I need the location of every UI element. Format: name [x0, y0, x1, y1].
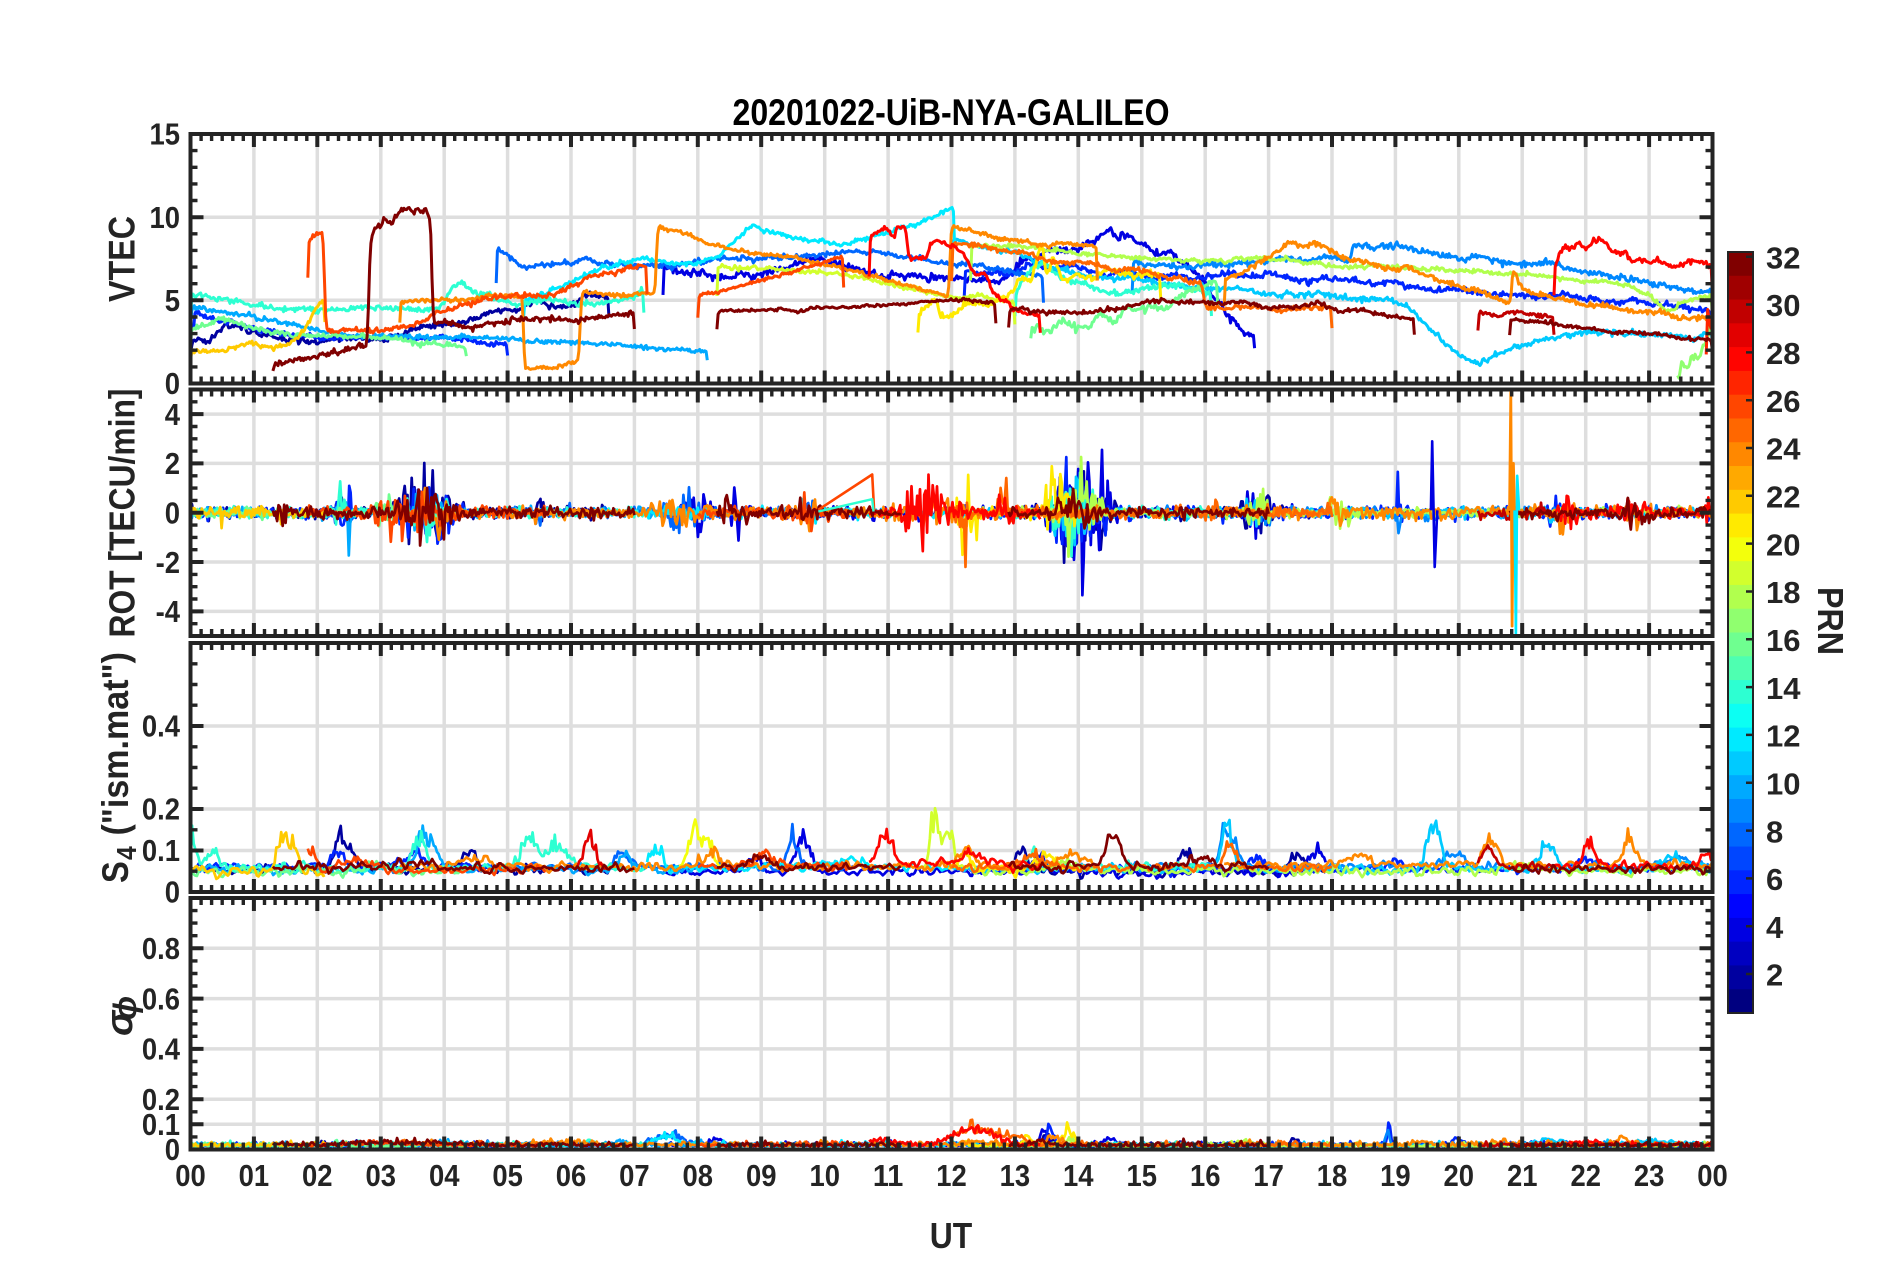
svg-text:4: 4 [111, 846, 142, 860]
svg-text:0.6: 0.6 [142, 981, 180, 1016]
svg-text:16: 16 [1190, 1158, 1221, 1193]
svg-text:20: 20 [1766, 527, 1800, 562]
svg-text:4: 4 [165, 397, 181, 432]
svg-text:14: 14 [1766, 671, 1801, 706]
svg-text:16: 16 [1766, 623, 1800, 658]
svg-text:32: 32 [1766, 240, 1800, 275]
svg-text:2: 2 [165, 446, 180, 481]
svg-text:04: 04 [429, 1158, 460, 1193]
svg-text:0: 0 [165, 1132, 180, 1167]
svg-text:03: 03 [366, 1158, 397, 1193]
svg-text:ϕ: ϕ [107, 996, 143, 1020]
svg-text:10: 10 [809, 1158, 840, 1193]
svg-text:22: 22 [1766, 480, 1800, 515]
svg-text:15: 15 [150, 117, 181, 152]
svg-text:08: 08 [683, 1158, 714, 1193]
svg-text:20: 20 [1444, 1158, 1475, 1193]
svg-text:VTEC: VTEC [102, 216, 143, 302]
svg-text:S: S [95, 861, 136, 883]
svg-text:17: 17 [1253, 1158, 1284, 1193]
svg-text:12: 12 [936, 1158, 967, 1193]
svg-text:26: 26 [1766, 384, 1800, 419]
svg-text:20201022-UiB-NYA-GALILEO: 20201022-UiB-NYA-GALILEO [733, 92, 1170, 133]
svg-text:2: 2 [1766, 958, 1783, 993]
svg-text:00: 00 [175, 1158, 206, 1193]
svg-text:12: 12 [1766, 719, 1800, 754]
svg-text:21: 21 [1507, 1158, 1538, 1193]
svg-text:4: 4 [1766, 910, 1784, 945]
svg-text:23: 23 [1634, 1158, 1665, 1193]
svg-text:0: 0 [165, 366, 180, 401]
svg-text:0.8: 0.8 [142, 931, 180, 966]
svg-text:24: 24 [1766, 432, 1801, 467]
svg-text:5: 5 [165, 283, 180, 318]
svg-text:28: 28 [1766, 336, 1800, 371]
svg-text:-2: -2 [156, 545, 180, 580]
svg-text:0: 0 [165, 496, 180, 531]
svg-text:18: 18 [1766, 575, 1800, 610]
svg-text:07: 07 [619, 1158, 650, 1193]
svg-text:18: 18 [1317, 1158, 1348, 1193]
svg-text:UT: UT [930, 1215, 973, 1256]
svg-text:02: 02 [302, 1158, 333, 1193]
svg-text:0.1: 0.1 [142, 833, 180, 868]
svg-text:06: 06 [556, 1158, 587, 1193]
svg-text:10: 10 [150, 200, 181, 235]
svg-text:15: 15 [1127, 1158, 1158, 1193]
svg-text:0.2: 0.2 [142, 792, 180, 827]
svg-text:09: 09 [746, 1158, 777, 1193]
svg-text:8: 8 [1766, 814, 1783, 849]
svg-text:0.4: 0.4 [142, 709, 181, 744]
svg-text:05: 05 [492, 1158, 523, 1193]
svg-text:ROT [TECU/min]: ROT [TECU/min] [102, 389, 143, 638]
svg-text:6: 6 [1766, 862, 1783, 897]
svg-text:0.1: 0.1 [142, 1107, 180, 1142]
svg-text:14: 14 [1063, 1158, 1094, 1193]
svg-text:22: 22 [1570, 1158, 1601, 1193]
svg-text:30: 30 [1766, 288, 1800, 323]
svg-text:0.2: 0.2 [142, 1082, 180, 1117]
svg-text:10: 10 [1766, 766, 1800, 801]
svg-text:19: 19 [1380, 1158, 1411, 1193]
svg-text:01: 01 [239, 1158, 270, 1193]
svg-text:11: 11 [873, 1158, 904, 1193]
svg-text:0: 0 [165, 875, 180, 910]
svg-text:("ism.mat"): ("ism.mat") [95, 652, 136, 845]
svg-text:-4: -4 [156, 594, 181, 629]
svg-text:00: 00 [1697, 1158, 1728, 1193]
svg-text:σ: σ [99, 1009, 141, 1036]
svg-text:PRN: PRN [1810, 587, 1851, 655]
svg-text:0.4: 0.4 [142, 1032, 181, 1067]
svg-text:13: 13 [1000, 1158, 1031, 1193]
